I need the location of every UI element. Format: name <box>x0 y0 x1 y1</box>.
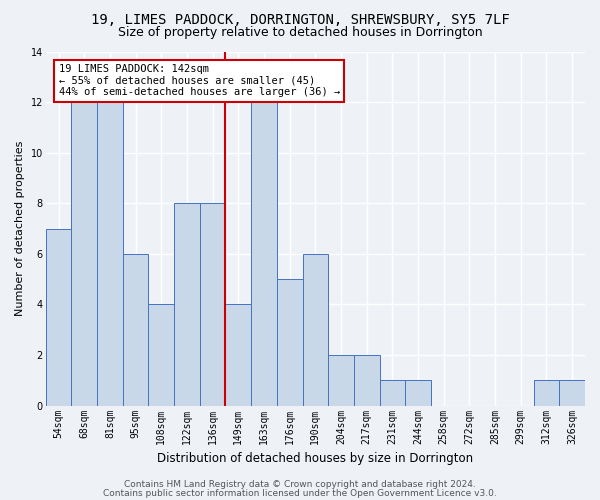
Bar <box>123 254 148 406</box>
Text: Size of property relative to detached houses in Dorrington: Size of property relative to detached ho… <box>118 26 482 39</box>
Bar <box>302 254 328 406</box>
X-axis label: Distribution of detached houses by size in Dorrington: Distribution of detached houses by size … <box>157 452 473 465</box>
Bar <box>380 380 405 406</box>
Bar <box>251 102 277 406</box>
Bar <box>46 228 71 406</box>
Bar <box>328 355 354 406</box>
Bar <box>405 380 431 406</box>
Bar <box>200 204 226 406</box>
Y-axis label: Number of detached properties: Number of detached properties <box>15 141 25 316</box>
Bar <box>97 102 123 406</box>
Bar <box>71 102 97 406</box>
Text: Contains public sector information licensed under the Open Government Licence v3: Contains public sector information licen… <box>103 489 497 498</box>
Text: 19 LIMES PADDOCK: 142sqm
← 55% of detached houses are smaller (45)
44% of semi-d: 19 LIMES PADDOCK: 142sqm ← 55% of detach… <box>59 64 340 98</box>
Bar <box>354 355 380 406</box>
Bar <box>174 204 200 406</box>
Bar <box>226 304 251 406</box>
Text: Contains HM Land Registry data © Crown copyright and database right 2024.: Contains HM Land Registry data © Crown c… <box>124 480 476 489</box>
Bar <box>277 279 302 406</box>
Bar <box>148 304 174 406</box>
Bar <box>533 380 559 406</box>
Bar <box>559 380 585 406</box>
Text: 19, LIMES PADDOCK, DORRINGTON, SHREWSBURY, SY5 7LF: 19, LIMES PADDOCK, DORRINGTON, SHREWSBUR… <box>91 12 509 26</box>
